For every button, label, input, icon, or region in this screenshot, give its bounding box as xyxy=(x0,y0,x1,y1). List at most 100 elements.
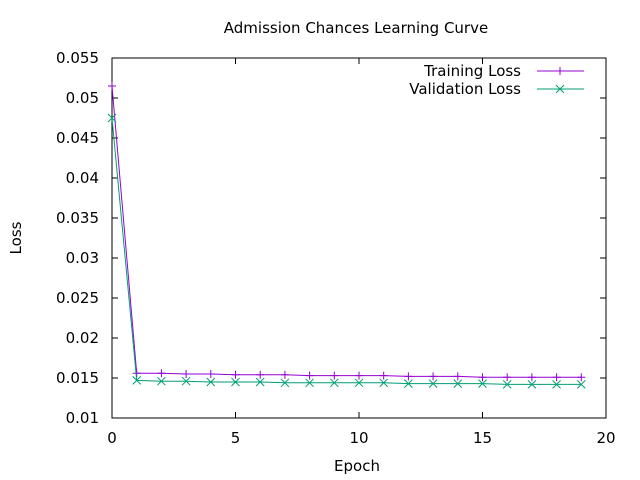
marker-stroke xyxy=(379,378,389,388)
data-point-validation-loss xyxy=(478,379,487,388)
y-tick-label: 0.045 xyxy=(56,129,99,147)
marker-stroke xyxy=(556,67,564,75)
x-tick-label: 5 xyxy=(231,429,241,447)
data-point-training-loss xyxy=(280,370,289,379)
data-point-training-loss xyxy=(429,372,438,381)
data-point-training-loss xyxy=(404,372,413,381)
marker-stroke xyxy=(527,380,537,389)
data-point-training-loss xyxy=(231,370,240,379)
marker-stroke xyxy=(107,113,117,123)
data-point-validation-loss xyxy=(305,378,314,388)
data-point-validation-loss xyxy=(453,379,463,388)
data-point-training-loss xyxy=(157,369,166,378)
plot-area: 0 5 10 15 20 0.01 0.015 0.02 0.025 0.03 0.035 0.04 0… xyxy=(56,49,616,447)
marker-stroke xyxy=(305,378,314,388)
data-point-training-loss xyxy=(330,371,339,380)
x-axis-label: Epoch xyxy=(334,457,380,475)
marker-stroke xyxy=(206,370,215,378)
marker-stroke xyxy=(182,370,191,378)
legend-marker-training-loss xyxy=(556,67,564,75)
marker-stroke xyxy=(527,373,536,382)
marker-stroke xyxy=(577,373,586,382)
marker-stroke xyxy=(330,371,339,380)
y-tick-label: 0.025 xyxy=(56,289,99,307)
marker-stroke xyxy=(231,370,240,379)
data-point-validation-loss xyxy=(206,377,216,387)
data-point-training-loss xyxy=(256,370,265,379)
marker-stroke xyxy=(132,376,142,385)
y-tick-label: 0.035 xyxy=(56,209,99,227)
marker-stroke xyxy=(354,378,364,388)
marker-stroke xyxy=(157,369,166,378)
data-point-validation-loss xyxy=(428,379,438,388)
data-point-validation-loss xyxy=(329,378,339,388)
marker-stroke xyxy=(502,380,512,389)
marker-stroke xyxy=(206,377,216,387)
data-point-validation-loss xyxy=(107,113,117,123)
data-point-training-loss xyxy=(182,370,191,378)
x-tick-label: 0 xyxy=(107,429,117,447)
marker-stroke xyxy=(429,372,438,381)
y-tick-label: 0.055 xyxy=(56,49,99,67)
marker-stroke xyxy=(305,371,314,380)
data-point-training-loss xyxy=(577,373,586,382)
x-tick-label: 20 xyxy=(596,429,615,447)
data-point-validation-loss xyxy=(280,378,290,388)
data-point-validation-loss xyxy=(576,380,586,389)
data-point-validation-loss xyxy=(404,379,413,388)
marker-stroke xyxy=(552,373,561,382)
data-point-validation-loss xyxy=(181,376,191,386)
chart-title: Admission Chances Learning Curve xyxy=(224,19,488,37)
marker-stroke xyxy=(256,370,265,379)
x-tick-label: 15 xyxy=(473,429,492,447)
data-point-validation-loss xyxy=(502,380,512,389)
data-point-training-loss xyxy=(305,371,314,380)
marker-stroke xyxy=(181,376,191,386)
marker-stroke xyxy=(280,378,290,388)
data-point-validation-loss xyxy=(132,376,142,385)
series-line-validation-loss xyxy=(111,117,582,385)
legend-marker-validation-loss xyxy=(555,84,565,94)
marker-stroke xyxy=(280,370,289,379)
y-tick-label: 0.01 xyxy=(66,409,99,427)
x-tick-label: 10 xyxy=(349,429,368,447)
marker-stroke xyxy=(555,84,565,94)
y-tick-label: 0.015 xyxy=(56,369,99,387)
data-point-validation-loss xyxy=(255,377,265,387)
data-point-training-loss xyxy=(527,373,536,382)
data-point-validation-loss xyxy=(379,378,389,388)
data-point-training-loss xyxy=(355,371,363,380)
marker-stroke xyxy=(329,378,339,388)
data-point-validation-loss xyxy=(527,380,537,389)
legend-label-training-loss: Training Loss xyxy=(423,62,521,80)
data-point-training-loss xyxy=(503,373,512,382)
data-point-validation-loss xyxy=(157,376,166,386)
y-axis-label: Loss xyxy=(7,221,25,254)
data-point-validation-loss xyxy=(231,377,240,387)
marker-stroke xyxy=(453,372,462,381)
data-point-validation-loss xyxy=(552,380,561,389)
marker-stroke xyxy=(576,380,586,389)
data-point-training-loss xyxy=(453,372,462,381)
marker-stroke xyxy=(379,371,388,380)
marker-stroke xyxy=(503,373,512,382)
marker-stroke xyxy=(404,379,413,388)
data-point-training-loss xyxy=(379,371,388,380)
marker-stroke xyxy=(428,379,438,388)
data-point-validation-loss xyxy=(354,378,364,388)
data-point-training-loss xyxy=(108,82,116,90)
marker-stroke xyxy=(108,82,116,90)
marker-stroke xyxy=(453,379,463,388)
marker-stroke xyxy=(478,373,487,382)
y-tick-label: 0.03 xyxy=(66,249,99,267)
data-point-training-loss xyxy=(552,373,561,382)
marker-stroke xyxy=(157,376,166,386)
y-tick-label: 0.05 xyxy=(66,89,99,107)
legend-label-validation-loss: Validation Loss xyxy=(409,80,521,98)
y-tick-label: 0.04 xyxy=(66,169,99,187)
data-point-training-loss xyxy=(478,373,487,382)
marker-stroke xyxy=(552,380,561,389)
